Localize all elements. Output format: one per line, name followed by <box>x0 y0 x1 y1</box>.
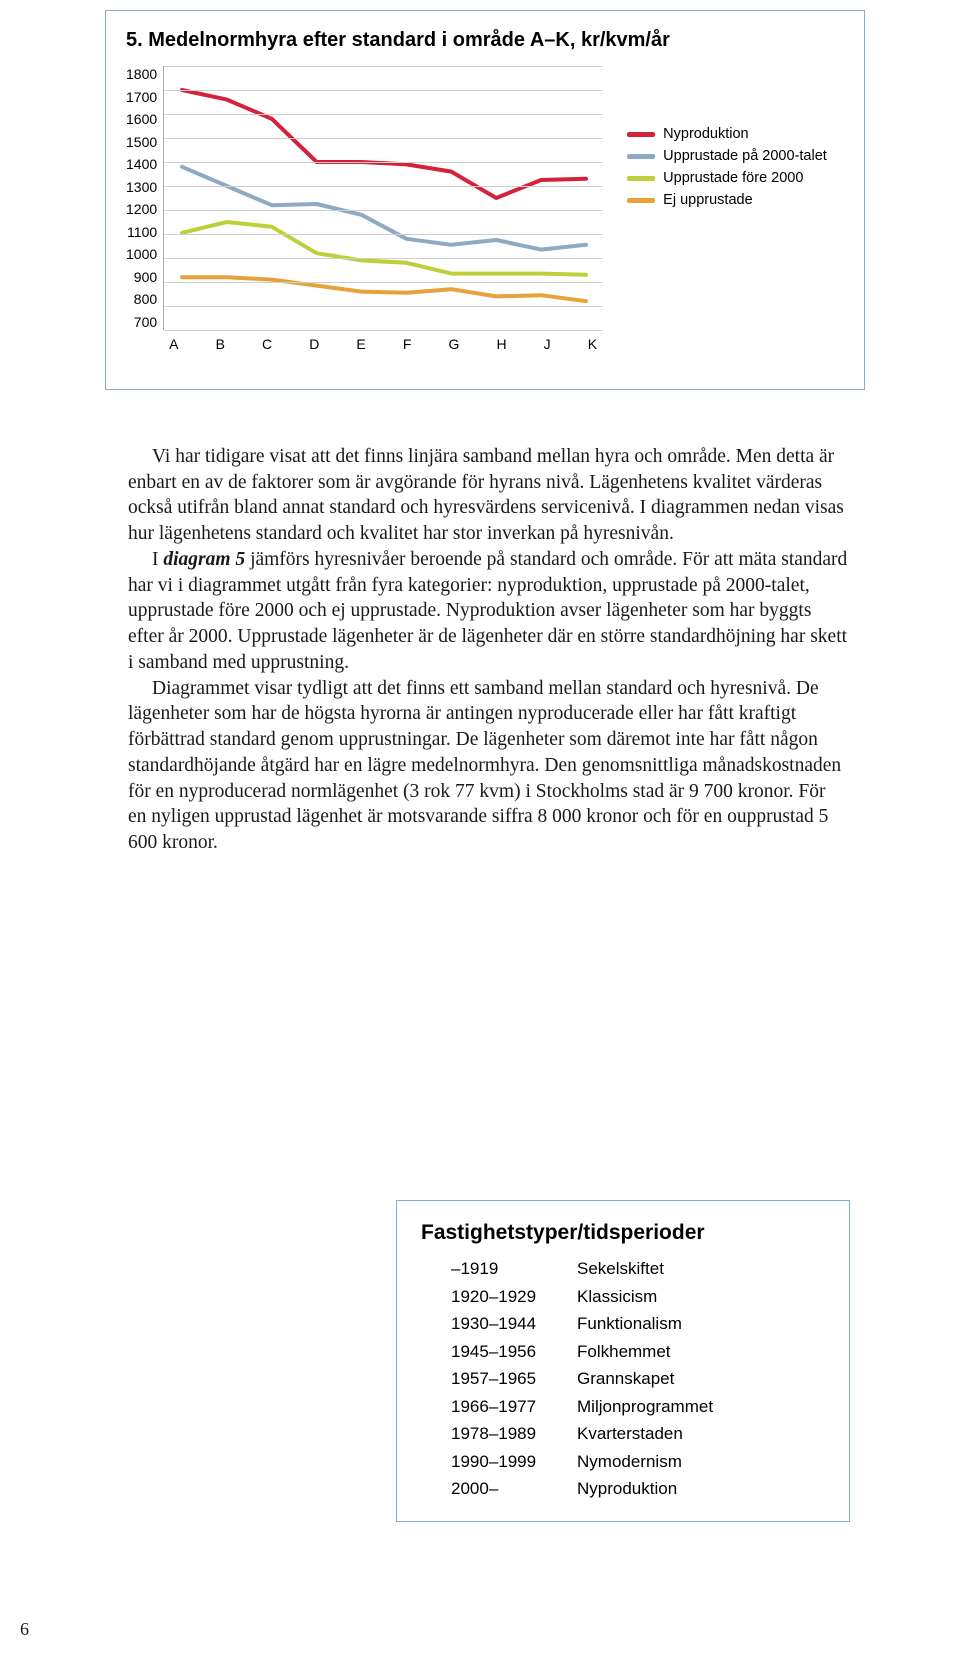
x-tick-label: G <box>448 336 459 352</box>
legend-label: Ej upprustade <box>663 192 752 208</box>
x-tick-label: H <box>496 336 506 352</box>
table-row: 1945–1956Folkhemmet <box>421 1338 825 1366</box>
periods-table-title: Fastighetstyper/tidsperioder <box>421 1221 825 1245</box>
chart-legend: Nyproduktion Upprustade på 2000-talet Uppr… <box>627 126 827 214</box>
x-axis: ABCDEFGHJK <box>163 336 603 352</box>
y-tick-label: 1300 <box>126 179 157 195</box>
x-tick-label: A <box>169 336 178 352</box>
period-label: Kvarterstaden <box>577 1420 683 1448</box>
body-text: Vi har tidigare visat att det finns linj… <box>128 444 848 856</box>
period-label: Nymodernism <box>577 1448 682 1476</box>
period-label: Grannskapet <box>577 1365 674 1393</box>
x-tick-label: E <box>356 336 365 352</box>
table-row: 1990–1999Nymodernism <box>421 1448 825 1476</box>
y-tick-label: 1200 <box>126 201 157 217</box>
legend-swatch <box>627 198 655 203</box>
y-tick-label: 1000 <box>126 246 157 262</box>
y-tick-label: 800 <box>126 291 157 307</box>
chart-series-line <box>182 167 586 250</box>
paragraph-2: I diagram 5 jämförs hyresnivåer beroende… <box>128 547 848 676</box>
period-years: 1930–1944 <box>421 1310 577 1338</box>
paragraph-2-emph: diagram 5 <box>163 549 245 570</box>
legend-swatch <box>627 176 655 181</box>
y-tick-label: 1700 <box>126 89 157 105</box>
y-tick-label: 900 <box>126 269 157 285</box>
legend-item: Upprustade på 2000-talet <box>627 148 827 164</box>
x-tick-label: K <box>588 336 597 352</box>
period-years: 1920–1929 <box>421 1283 577 1311</box>
legend-label: Nyproduktion <box>663 126 748 142</box>
table-row: 1978–1989Kvarterstaden <box>421 1420 825 1448</box>
period-label: Sekelskiftet <box>577 1255 664 1283</box>
x-tick-label: F <box>403 336 412 352</box>
y-tick-label: 1600 <box>126 111 157 127</box>
legend-swatch <box>627 132 655 137</box>
x-tick-label: C <box>262 336 272 352</box>
period-label: Miljonprogrammet <box>577 1393 713 1421</box>
table-row: 1957–1965Grannskapet <box>421 1365 825 1393</box>
period-years: 2000– <box>421 1475 577 1503</box>
y-tick-label: 700 <box>126 314 157 330</box>
period-years: 1966–1977 <box>421 1393 577 1421</box>
y-tick-label: 1800 <box>126 66 157 82</box>
legend-label: Upprustade på 2000-talet <box>663 148 827 164</box>
legend-item: Ej upprustade <box>627 192 827 208</box>
y-tick-label: 1100 <box>126 224 157 240</box>
period-years: 1945–1956 <box>421 1338 577 1366</box>
legend-item: Upprustade före 2000 <box>627 170 827 186</box>
table-row: 2000–Nyproduktion <box>421 1475 825 1503</box>
chart-title: 5. Medelnormhyra efter standard i område… <box>126 29 844 52</box>
table-row: 1966–1977Miljonprogrammet <box>421 1393 825 1421</box>
period-label: Folkhemmet <box>577 1338 671 1366</box>
legend-item: Nyproduktion <box>627 126 827 142</box>
period-years: –1919 <box>421 1255 577 1283</box>
chart-body: 1800 1700 1600 1500 1400 1300 1200 1100 1000 900 8… <box>126 66 844 352</box>
legend-swatch <box>627 154 655 159</box>
periods-table: Fastighetstyper/tidsperioder –1919Sekels… <box>396 1200 850 1522</box>
legend-label: Upprustade före 2000 <box>663 170 803 186</box>
y-axis: 1800 1700 1600 1500 1400 1300 1200 1100 1000 900 8… <box>126 66 163 330</box>
chart-series-line <box>182 277 586 301</box>
x-tick-label: D <box>309 336 319 352</box>
table-row: –1919Sekelskiftet <box>421 1255 825 1283</box>
period-label: Funktionalism <box>577 1310 682 1338</box>
y-tick-label: 1500 <box>126 134 157 150</box>
period-label: Nyproduktion <box>577 1475 677 1503</box>
chart-plot-area <box>163 66 603 330</box>
table-row: 1930–1944Funktionalism <box>421 1310 825 1338</box>
page-number: 6 <box>20 1619 29 1640</box>
paragraph-2-lead: I <box>152 549 163 570</box>
x-tick-label: B <box>216 336 225 352</box>
paragraph-1: Vi har tidigare visat att det finns linj… <box>128 444 848 547</box>
table-row: 1920–1929Klassicism <box>421 1283 825 1311</box>
period-label: Klassicism <box>577 1283 657 1311</box>
period-years: 1978–1989 <box>421 1420 577 1448</box>
periods-rows: –1919Sekelskiftet1920–1929Klassicism1930… <box>421 1255 825 1503</box>
y-tick-label: 1400 <box>126 156 157 172</box>
period-years: 1957–1965 <box>421 1365 577 1393</box>
x-tick-label: J <box>544 336 551 352</box>
chart-container: 5. Medelnormhyra efter standard i område… <box>105 10 865 390</box>
chart-svg <box>164 66 604 330</box>
chart-series-line <box>182 90 586 198</box>
period-years: 1990–1999 <box>421 1448 577 1476</box>
paragraph-3: Diagrammet visar tydligt att det finns e… <box>128 676 848 856</box>
plot-wrap: 1800 1700 1600 1500 1400 1300 1200 1100 1000 900 8… <box>126 66 603 352</box>
chart-series-line <box>182 222 586 275</box>
